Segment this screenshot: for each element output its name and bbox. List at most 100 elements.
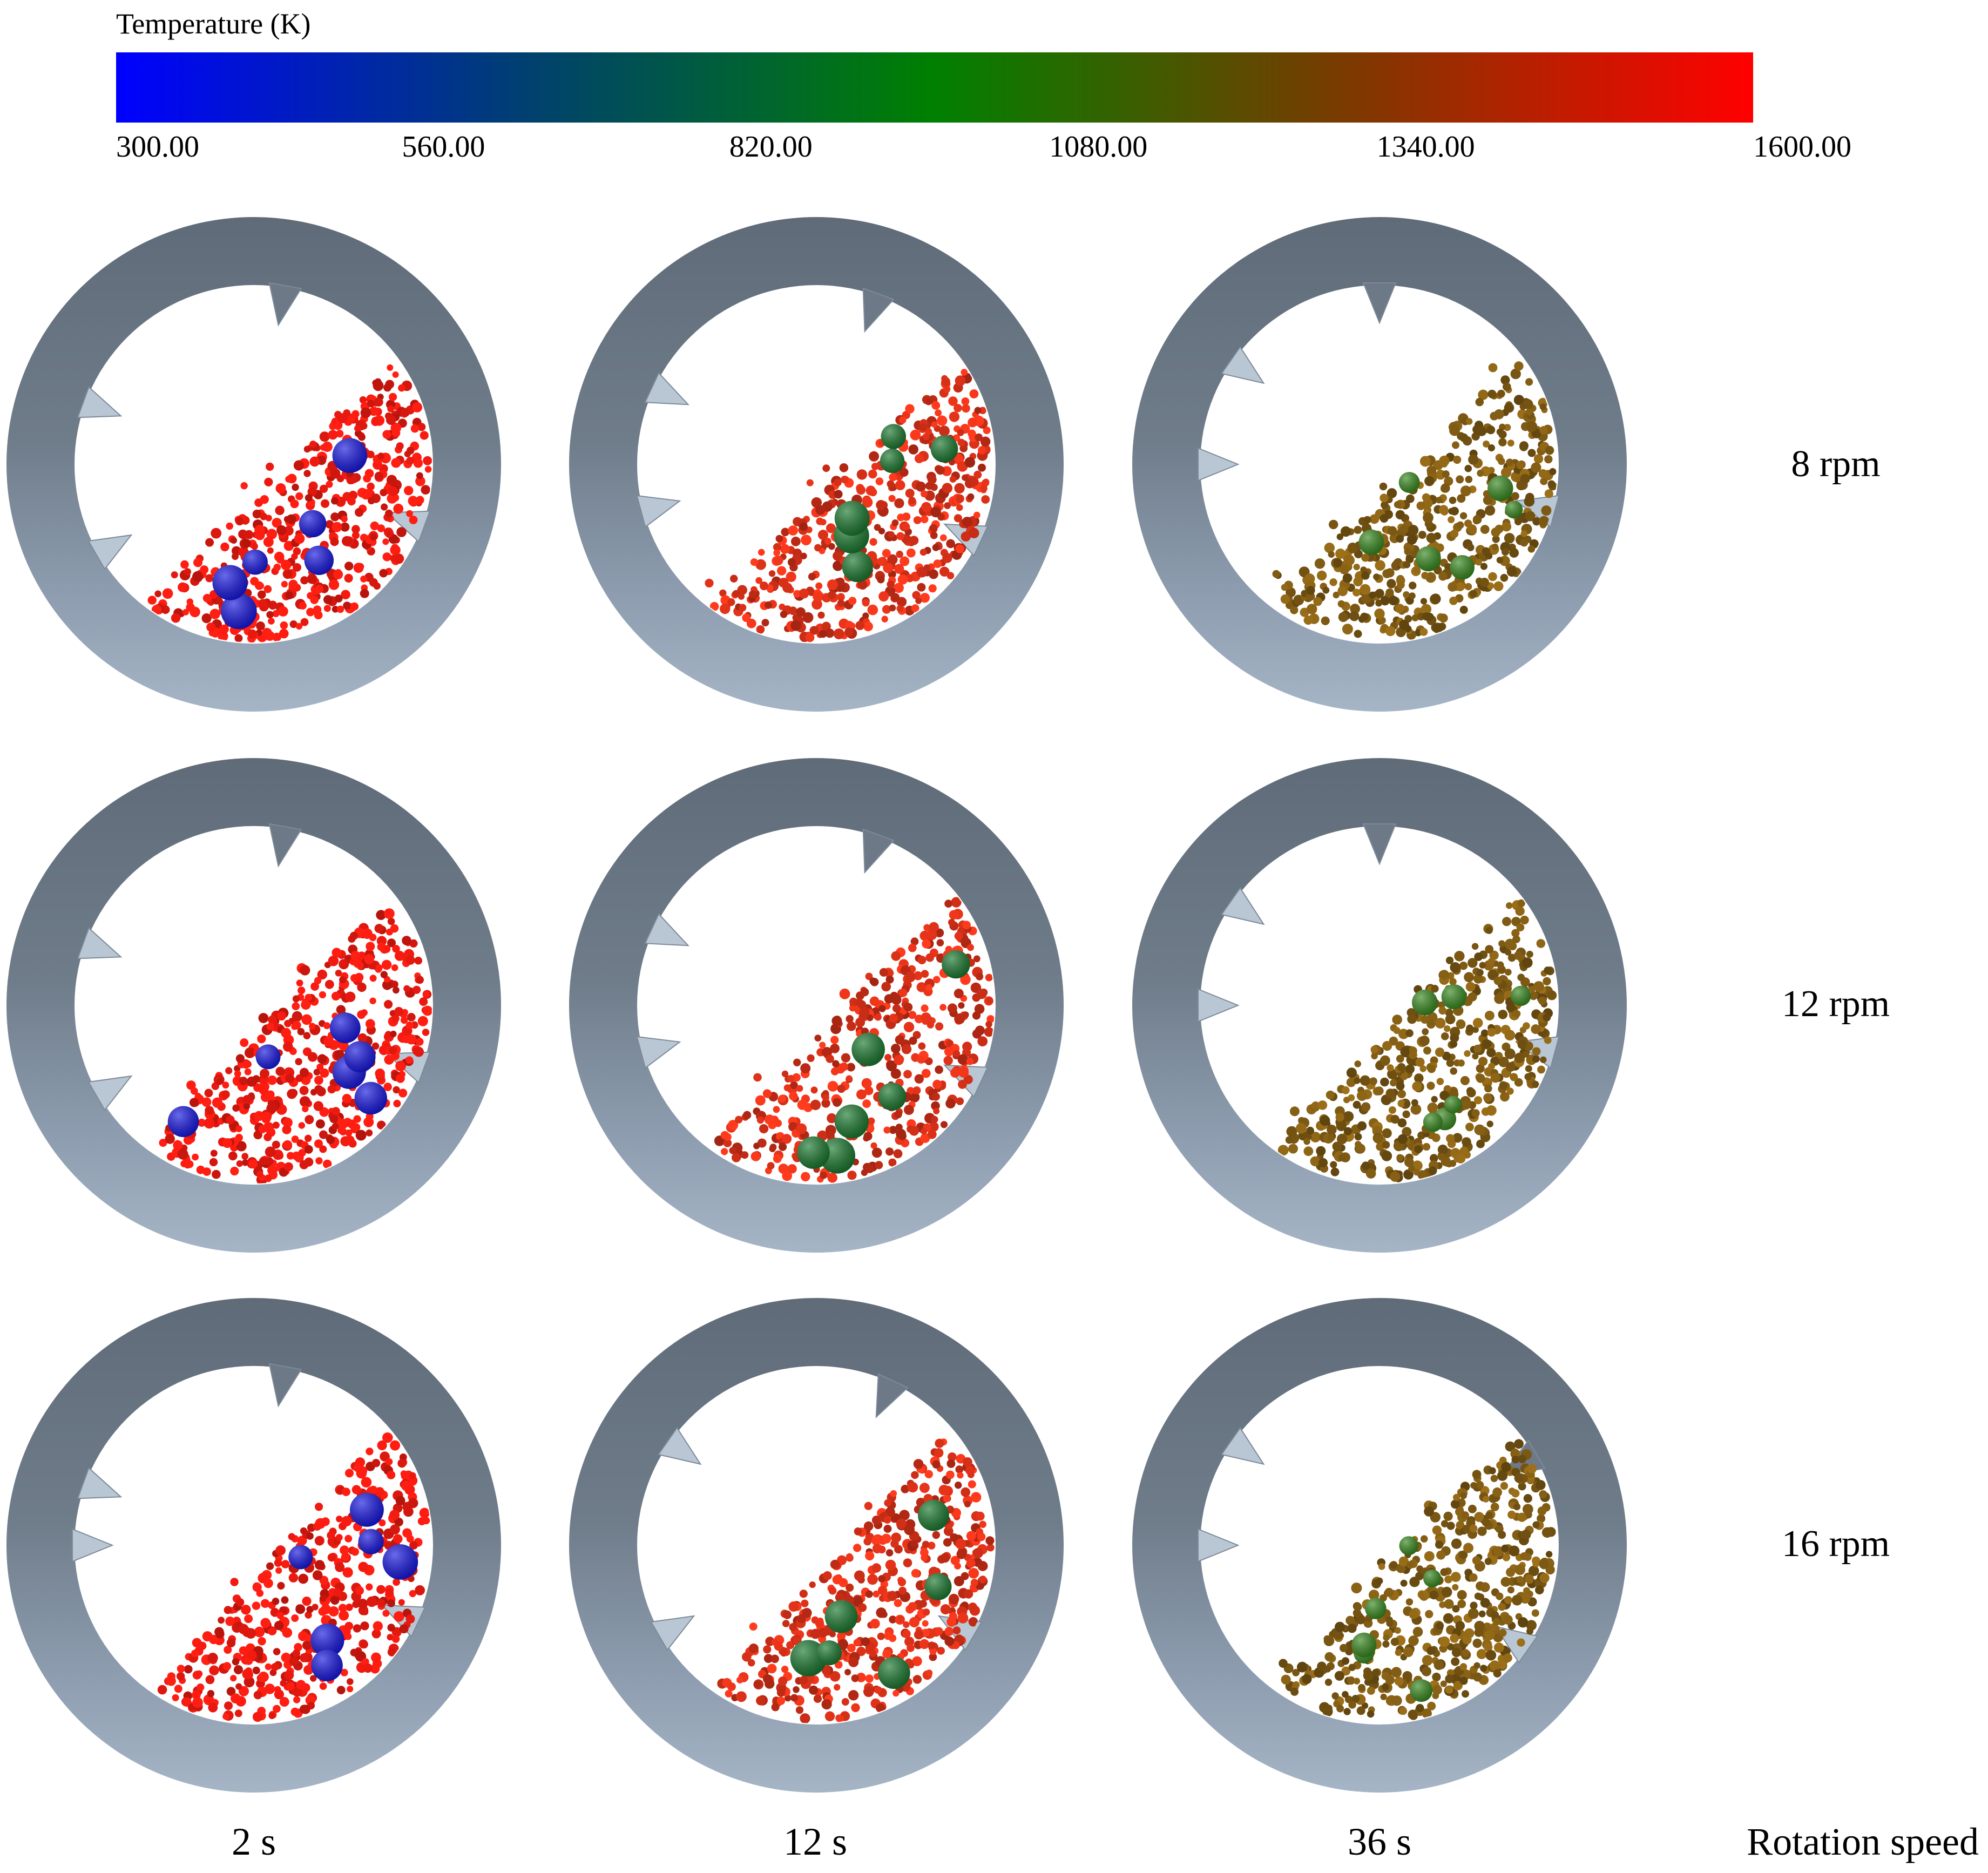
particle bbox=[814, 544, 822, 552]
particle bbox=[371, 1459, 381, 1468]
particle bbox=[897, 574, 908, 585]
particle bbox=[973, 470, 982, 479]
particle bbox=[303, 445, 311, 453]
particle bbox=[948, 1452, 957, 1462]
particle bbox=[750, 558, 758, 566]
particle bbox=[1484, 1084, 1492, 1093]
particle bbox=[1486, 1105, 1497, 1116]
particle bbox=[1465, 1123, 1474, 1132]
simulation-panel bbox=[6, 1298, 501, 1793]
particle bbox=[1513, 1010, 1521, 1018]
particle bbox=[1335, 1113, 1344, 1122]
particle bbox=[1505, 1062, 1516, 1072]
particle bbox=[343, 1118, 352, 1127]
particle bbox=[796, 1085, 803, 1092]
particle bbox=[1426, 1646, 1435, 1655]
particle bbox=[883, 1525, 892, 1533]
particle bbox=[1337, 600, 1345, 608]
particle bbox=[845, 620, 854, 630]
colorbar-tick-label: 300.00 bbox=[116, 130, 199, 164]
particle bbox=[1466, 544, 1475, 551]
particle bbox=[1385, 588, 1394, 597]
particle bbox=[837, 1084, 846, 1093]
particle bbox=[377, 1599, 386, 1607]
particle bbox=[1460, 1492, 1467, 1499]
large-particle-shading bbox=[350, 1493, 384, 1527]
particle bbox=[958, 1067, 969, 1078]
particle bbox=[1450, 1499, 1460, 1509]
particle bbox=[746, 618, 756, 628]
particle bbox=[261, 1111, 272, 1122]
particle bbox=[825, 628, 835, 638]
particle bbox=[1477, 1526, 1487, 1536]
particle bbox=[1469, 1573, 1478, 1582]
particle bbox=[1533, 454, 1544, 464]
particle bbox=[396, 527, 407, 537]
particle bbox=[1527, 545, 1536, 553]
particle bbox=[1436, 497, 1443, 504]
particle bbox=[907, 1644, 915, 1652]
particle bbox=[342, 1487, 350, 1497]
particle bbox=[409, 1472, 416, 1479]
particle bbox=[1342, 573, 1353, 583]
particle bbox=[920, 1548, 929, 1557]
particle bbox=[360, 589, 369, 598]
particle bbox=[405, 1022, 414, 1030]
particle bbox=[938, 425, 950, 437]
particle bbox=[323, 1022, 330, 1030]
particle bbox=[211, 630, 219, 638]
particle bbox=[770, 1654, 779, 1664]
particle bbox=[287, 1152, 295, 1160]
particle bbox=[973, 955, 981, 963]
particle bbox=[305, 1634, 312, 1641]
particle bbox=[276, 525, 287, 536]
particle bbox=[1353, 1678, 1361, 1685]
particle bbox=[1485, 1649, 1497, 1661]
particle bbox=[888, 531, 895, 538]
particle bbox=[1527, 1464, 1537, 1474]
particle bbox=[1503, 1614, 1513, 1625]
particle bbox=[841, 1698, 849, 1706]
particle bbox=[358, 1466, 368, 1476]
particle bbox=[930, 531, 938, 539]
particle bbox=[257, 590, 266, 599]
particle bbox=[295, 623, 303, 630]
particle bbox=[247, 1650, 257, 1660]
particle bbox=[1460, 1076, 1470, 1085]
lifter-fin bbox=[268, 282, 302, 327]
particle bbox=[962, 474, 969, 481]
particle bbox=[1311, 1101, 1320, 1110]
particle bbox=[906, 548, 916, 558]
particle bbox=[974, 1004, 985, 1014]
particle bbox=[230, 537, 238, 544]
large-particle-shading bbox=[878, 1083, 907, 1111]
particle bbox=[383, 383, 392, 392]
particle bbox=[898, 1586, 907, 1595]
particle bbox=[762, 1674, 773, 1684]
lifter-fin bbox=[644, 913, 689, 946]
particle bbox=[1500, 375, 1510, 385]
particle bbox=[147, 596, 157, 605]
particle bbox=[1518, 1455, 1526, 1463]
particle bbox=[849, 997, 858, 1006]
particle bbox=[300, 965, 310, 976]
particle bbox=[281, 1027, 292, 1038]
particle bbox=[883, 563, 894, 573]
large-particle-shading bbox=[930, 435, 958, 463]
particle bbox=[192, 1697, 203, 1708]
particle bbox=[1485, 945, 1494, 954]
particle bbox=[899, 989, 908, 997]
particle bbox=[1531, 1024, 1541, 1034]
particle bbox=[1436, 1078, 1444, 1085]
particle bbox=[1445, 1686, 1453, 1694]
particle bbox=[893, 1149, 903, 1159]
particle bbox=[1398, 1556, 1409, 1567]
particle bbox=[871, 1516, 882, 1525]
particle bbox=[1426, 1019, 1436, 1029]
particle bbox=[960, 974, 971, 985]
particle bbox=[857, 1000, 867, 1009]
particle bbox=[865, 1590, 873, 1598]
particle bbox=[957, 1054, 969, 1065]
particle bbox=[360, 576, 367, 583]
